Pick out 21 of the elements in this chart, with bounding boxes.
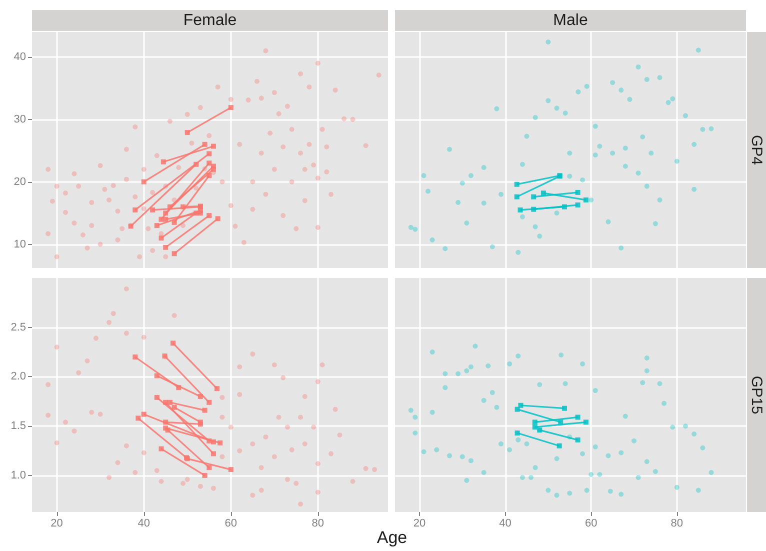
y-tick-label: 40: [14, 50, 26, 63]
x-tick-label: 20: [413, 518, 426, 530]
x-tick-label: 40: [499, 518, 512, 530]
x-tick-label: 60: [224, 518, 238, 530]
y-tick-label: 1.5: [10, 420, 26, 432]
y-tick-label: 2.5: [10, 321, 26, 334]
y2-axis-title: GP4: [748, 134, 765, 166]
x-tick-label: 20: [50, 518, 63, 530]
y-tick-label: 10: [14, 238, 26, 250]
x-tick-label: 60: [584, 518, 598, 530]
chart-title: Female: [183, 12, 237, 29]
x-axis-title: Age: [376, 528, 408, 548]
y2-axis-title: GP15: [748, 376, 765, 414]
chart-title: Male: [553, 12, 588, 29]
y-tick-label: 30: [14, 113, 26, 126]
x-tick-label: 80: [670, 518, 684, 530]
y-tick-label: 20: [14, 176, 26, 188]
y-tick-label: 1.0: [10, 469, 26, 482]
x-tick-label: 80: [312, 518, 324, 530]
x-tick-label: 40: [138, 518, 150, 530]
y-tick-label: 2.0: [10, 370, 26, 383]
